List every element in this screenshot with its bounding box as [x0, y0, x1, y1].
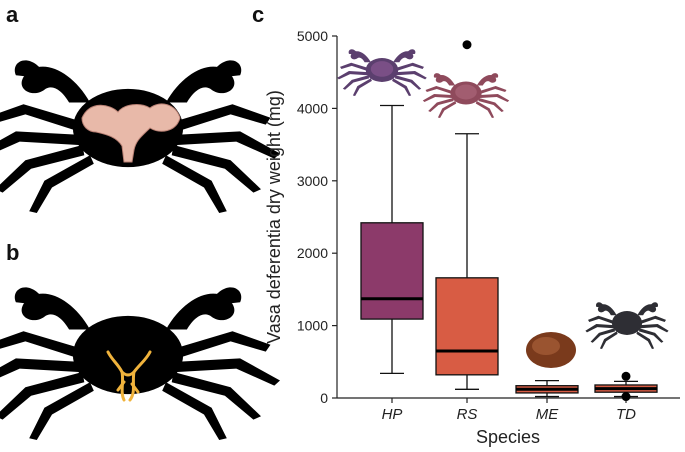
y-axis-title: Vasa deferentia dry weight (mg) [264, 90, 284, 344]
boxes [360, 40, 658, 402]
panel-label-c: c [252, 2, 265, 27]
y-tick-label: 4000 [297, 100, 328, 116]
dark-crab-icon [585, 302, 669, 349]
y-tick-label: 1000 [297, 318, 328, 334]
y-tick-label: 5000 [297, 28, 328, 44]
outlier-point [621, 371, 631, 381]
x-tick-label: HP [382, 406, 403, 423]
panel-label-a: a [6, 2, 19, 27]
box-HP [360, 104, 424, 375]
box-TD [594, 371, 658, 402]
purple-crab-icon [337, 49, 427, 96]
x-tick-label: RS [457, 406, 478, 423]
box-iqr [435, 277, 499, 376]
x-tick-label: ME [536, 406, 559, 423]
brown-crab-icon [526, 332, 576, 368]
box-ME [515, 379, 579, 398]
x-tick-label: TD [616, 406, 636, 423]
vasa-deferentia-b [106, 350, 152, 402]
panel-label-b: b [6, 240, 20, 265]
y-tick-label: 0 [320, 390, 328, 406]
y-ticks: 0 1000 2000 3000 4000 5000 [297, 28, 337, 406]
box-plot: 0 1000 2000 3000 4000 5000 HP RS ME TD Species V… [264, 28, 680, 447]
y-tick-label: 3000 [297, 173, 328, 189]
red-crab-icon [422, 73, 510, 118]
y-tick-label: 2000 [297, 245, 328, 261]
vasa-deferentia-a [81, 103, 181, 163]
box-iqr [360, 222, 424, 320]
x-ticks: HP RS ME TD [382, 398, 636, 423]
outlier-point [462, 40, 472, 50]
x-axis-title: Species [476, 427, 540, 447]
outlier-point [621, 392, 631, 402]
box-RS [435, 40, 499, 390]
